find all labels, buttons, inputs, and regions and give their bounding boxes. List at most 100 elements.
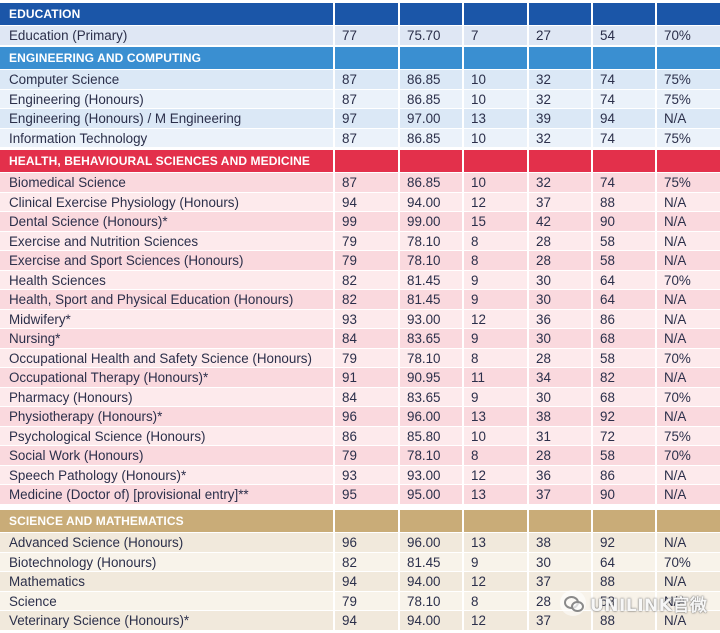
value-cell: 12 (462, 572, 527, 591)
value-cell: 94.00 (398, 572, 462, 591)
course-name-cell: Psychological Science (Honours) (0, 426, 333, 445)
course-name-cell: Medicine (Doctor of) [provisional entry]… (0, 485, 333, 504)
value-cell: 87 (333, 173, 398, 192)
value-cell: 90.95 (398, 368, 462, 387)
value-cell: 95.00 (398, 485, 462, 504)
value-cell: 64 (591, 270, 655, 289)
table-row: Veterinary Science (Honours)* 94 94.00 12 37… (0, 611, 720, 631)
course-name-cell: Speech Pathology (Honours)* (0, 465, 333, 484)
value-cell: 37 (527, 572, 591, 591)
value-cell: 78.10 (398, 348, 462, 367)
value-cell: 99.00 (398, 212, 462, 231)
value-cell: 90 (591, 485, 655, 504)
course-name-cell: Dental Science (Honours)* (0, 212, 333, 231)
value-cell: 10 (462, 173, 527, 192)
table-row: Social Work (Honours) 79 78.10 8 28 58 70% (0, 446, 720, 466)
value-cell: 79 (333, 251, 398, 270)
value-cell: 31 (527, 426, 591, 445)
section-title: EDUCATION (9, 7, 81, 21)
value-cell: N/A (655, 407, 720, 426)
value-cell: 37 (527, 485, 591, 504)
value-cell: 78.10 (398, 231, 462, 250)
course-name-cell: Health, Sport and Physical Education (Ho… (0, 290, 333, 309)
value-cell: 75% (655, 70, 720, 89)
value-cell: 72 (591, 426, 655, 445)
value-cell: 36 (527, 309, 591, 328)
value-cell: 13 (462, 533, 527, 552)
value-cell: 70% (655, 446, 720, 465)
value-cell: 58 (591, 446, 655, 465)
value-cell: 75% (655, 128, 720, 147)
table-row: Engineering (Honours) / M Engineering 97 9… (0, 109, 720, 129)
value-cell: 64 (591, 290, 655, 309)
value-cell: 96 (333, 533, 398, 552)
value-cell: 94 (333, 611, 398, 630)
value-cell: 70% (655, 270, 720, 289)
value-cell: 81.45 (398, 270, 462, 289)
value-cell: 15 (462, 212, 527, 231)
value-cell: 28 (527, 348, 591, 367)
value-cell: N/A (655, 251, 720, 270)
value-cell: 92 (591, 533, 655, 552)
value-cell: 82 (333, 290, 398, 309)
value-cell: N/A (655, 231, 720, 250)
course-name-cell: Exercise and Nutrition Sciences (0, 231, 333, 250)
course-name-cell: Engineering (Honours) (0, 89, 333, 108)
value-cell: 36 (527, 465, 591, 484)
course-name-cell: Social Work (Honours) (0, 446, 333, 465)
value-cell: 42 (527, 212, 591, 231)
course-name-cell: Pharmacy (Honours) (0, 387, 333, 406)
value-cell: 74 (591, 128, 655, 147)
value-cell: 94 (591, 109, 655, 128)
value-cell: 27 (527, 26, 591, 45)
table-row: Occupational Health and Safety Science (… (0, 348, 720, 368)
value-cell: 9 (462, 329, 527, 348)
value-cell: 28 (527, 251, 591, 270)
value-cell: 30 (527, 552, 591, 571)
course-name-cell: Occupational Health and Safety Science (… (0, 348, 333, 367)
value-cell: 58 (591, 591, 655, 610)
section-header: SCIENCE AND MATHEMATICS (0, 510, 720, 532)
value-cell: N/A (655, 192, 720, 211)
value-cell: 86 (591, 465, 655, 484)
value-cell: 30 (527, 270, 591, 289)
course-name-cell: Exercise and Sport Sciences (Honours) (0, 251, 333, 270)
value-cell: 32 (527, 70, 591, 89)
value-cell: 68 (591, 329, 655, 348)
value-cell: 78.10 (398, 591, 462, 610)
value-cell: 12 (462, 465, 527, 484)
value-cell: 96.00 (398, 407, 462, 426)
value-cell: N/A (655, 368, 720, 387)
value-cell: 37 (527, 192, 591, 211)
value-cell: 70% (655, 387, 720, 406)
value-cell: 97 (333, 109, 398, 128)
section-header: HEALTH, BEHAVIOURAL SCIENCES AND MEDICIN… (0, 150, 720, 172)
course-name-cell: Biomedical Science (0, 173, 333, 192)
value-cell: 79 (333, 348, 398, 367)
value-cell: N/A (655, 465, 720, 484)
course-name-cell: Midwifery* (0, 309, 333, 328)
value-cell: 86.85 (398, 128, 462, 147)
course-name-cell: Nursing* (0, 329, 333, 348)
value-cell: 54 (591, 26, 655, 45)
value-cell: N/A (655, 591, 720, 610)
watermark: UNILINK官微 (560, 590, 718, 616)
value-cell: 99 (333, 212, 398, 231)
value-cell: 9 (462, 290, 527, 309)
value-cell: 88 (591, 192, 655, 211)
value-cell: 32 (527, 128, 591, 147)
value-cell: 93 (333, 465, 398, 484)
table-row: Physiotherapy (Honours)* 96 96.00 13 38 92 N/A (0, 407, 720, 427)
value-cell: 9 (462, 552, 527, 571)
value-cell: 32 (527, 89, 591, 108)
value-cell: 82 (333, 270, 398, 289)
value-cell: 75% (655, 173, 720, 192)
table-row: Biotechnology (Honours) 82 81.45 9 30 64 70% (0, 552, 720, 572)
value-cell: 81.45 (398, 552, 462, 571)
value-cell: 82 (333, 552, 398, 571)
value-cell: 87 (333, 70, 398, 89)
value-cell: N/A (655, 572, 720, 591)
value-cell: 86 (591, 309, 655, 328)
course-name-cell: Biotechnology (Honours) (0, 552, 333, 571)
value-cell: 13 (462, 407, 527, 426)
